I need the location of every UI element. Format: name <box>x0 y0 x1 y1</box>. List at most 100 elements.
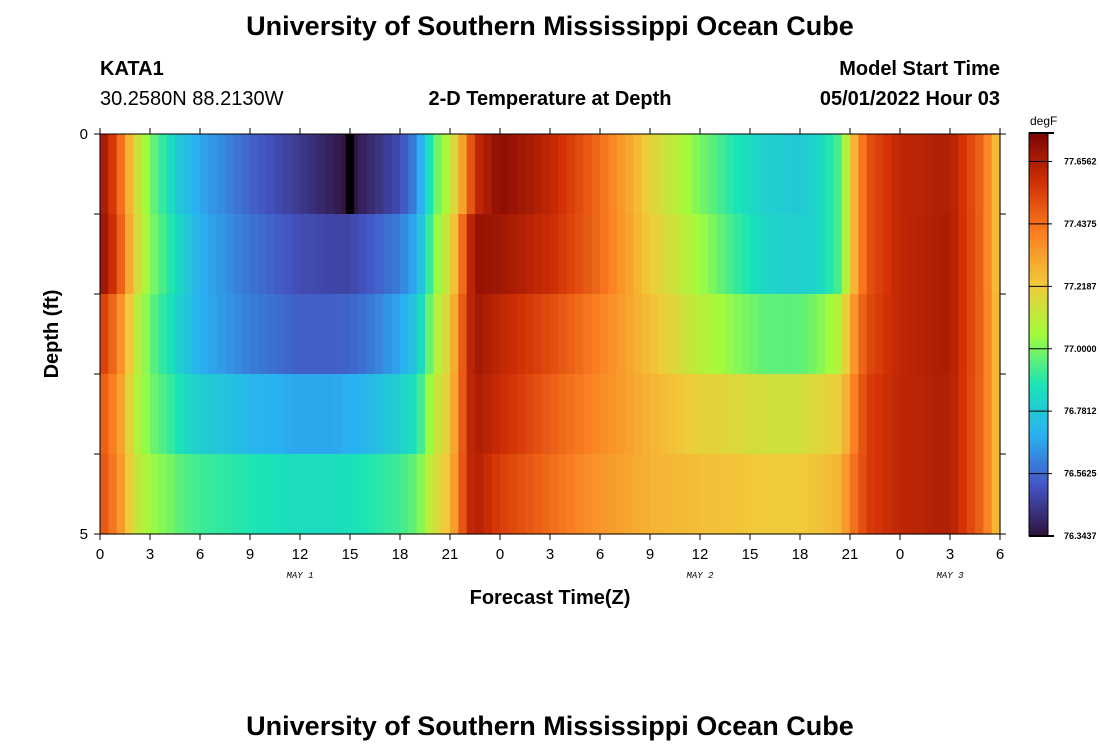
heatmap-cell <box>716 374 726 455</box>
heatmap-cell <box>233 134 243 215</box>
heatmap-cell <box>258 214 268 295</box>
heatmap-cell <box>808 134 818 215</box>
heatmap-cell <box>583 134 593 215</box>
heatmap-cell <box>741 374 751 455</box>
heatmap-cell <box>733 454 743 535</box>
heatmap-cell <box>658 134 668 215</box>
x-tick-label: 18 <box>792 546 809 563</box>
heatmap-cell <box>916 294 926 375</box>
heatmap-cell <box>641 214 651 295</box>
heatmap-cell <box>166 134 176 215</box>
heatmap-cell <box>116 454 126 535</box>
heatmap-cell <box>366 294 376 375</box>
heatmap-cell <box>583 454 593 535</box>
heatmap-cell <box>825 134 834 215</box>
heatmap-cell <box>541 214 551 295</box>
heatmap-cell <box>291 454 301 535</box>
x-tick-label: 21 <box>842 546 859 563</box>
heatmap-cell <box>550 294 559 375</box>
heatmap-cell <box>816 374 826 455</box>
heatmap-cell <box>808 374 818 455</box>
heatmap-cell <box>216 214 226 295</box>
heatmap-cell <box>816 134 826 215</box>
heatmap-cell <box>891 214 901 295</box>
heatmap-cell <box>341 214 351 295</box>
heatmap-cell <box>558 374 568 455</box>
heatmap-cell <box>908 374 918 455</box>
heatmap-cell <box>158 374 168 455</box>
heatmap-cell <box>975 134 984 215</box>
heatmap-cell <box>366 374 376 455</box>
heatmap-cell <box>208 454 218 535</box>
heatmap-cell <box>941 294 951 375</box>
heatmap-cell <box>358 374 368 455</box>
heatmap-cell <box>983 294 993 375</box>
heatmap-cell <box>200 294 209 375</box>
heatmap-cell <box>133 454 143 535</box>
heatmap-cell <box>283 134 293 215</box>
heatmap-cell <box>916 374 926 455</box>
heatmap-cell <box>375 214 384 295</box>
heatmap-cell <box>358 214 368 295</box>
heatmap-cell <box>658 374 668 455</box>
x-tick-label: 15 <box>742 546 759 563</box>
heatmap-cell <box>258 454 268 535</box>
day-label: MAY 3 <box>936 571 964 581</box>
heatmap-cell <box>558 454 568 535</box>
heatmap-cell <box>575 214 584 295</box>
heatmap-cell <box>983 454 993 535</box>
heatmap-cell <box>325 134 334 215</box>
heatmap-cell <box>950 134 959 215</box>
heatmap-cell <box>508 294 518 375</box>
heatmap-cell <box>108 134 118 215</box>
heatmap-cell <box>541 134 551 215</box>
heatmap-cell <box>125 134 134 215</box>
heatmap-cell <box>600 214 609 295</box>
heatmap-cell <box>541 374 551 455</box>
heatmap-cell <box>708 454 718 535</box>
heatmap-cell <box>800 374 809 455</box>
heatmap-cell <box>958 374 968 455</box>
heatmap-cell <box>375 374 384 455</box>
heatmap-cell <box>916 134 926 215</box>
heatmap-cell <box>391 294 401 375</box>
heatmap-cell <box>408 374 418 455</box>
heatmap-cell <box>483 214 493 295</box>
heatmap-cell <box>375 294 384 375</box>
heatmap-cell <box>475 294 484 375</box>
heatmap-cell <box>275 294 284 375</box>
x-tick-label: 15 <box>342 546 359 563</box>
heatmap-cell <box>491 374 501 455</box>
heatmap-cell <box>141 374 151 455</box>
heatmap-cell <box>875 214 884 295</box>
heatmap-cell <box>225 374 234 455</box>
heatmap-cell <box>391 214 401 295</box>
heatmap-cell <box>716 294 726 375</box>
heatmap-cell <box>791 374 801 455</box>
heatmap-cell <box>891 134 901 215</box>
heatmap-cell <box>200 134 209 215</box>
heatmap-cell <box>166 214 176 295</box>
heatmap-cell <box>650 454 659 535</box>
heatmap-cell <box>908 454 918 535</box>
heatmap-cell <box>991 374 1001 455</box>
heatmap-cell <box>458 374 468 455</box>
heatmap-cell <box>725 134 734 215</box>
heatmap-cell <box>550 374 559 455</box>
heatmap-cell <box>100 374 109 455</box>
heatmap-cell <box>725 374 734 455</box>
x-tick-label: 9 <box>646 546 654 563</box>
heatmap-cell <box>441 374 451 455</box>
heatmap-cell <box>716 454 726 535</box>
heatmap-cell <box>150 374 159 455</box>
heatmap-cell <box>375 454 384 535</box>
heatmap-cell <box>141 294 151 375</box>
heatmap-cell <box>791 454 801 535</box>
heatmap-cell <box>133 134 143 215</box>
x-tick-label: 0 <box>96 546 104 563</box>
heatmap-cell <box>191 134 201 215</box>
day-label: MAY 2 <box>686 571 714 581</box>
heatmap-cell <box>975 374 984 455</box>
heatmap-cell <box>866 454 876 535</box>
heatmap-cell <box>708 294 718 375</box>
